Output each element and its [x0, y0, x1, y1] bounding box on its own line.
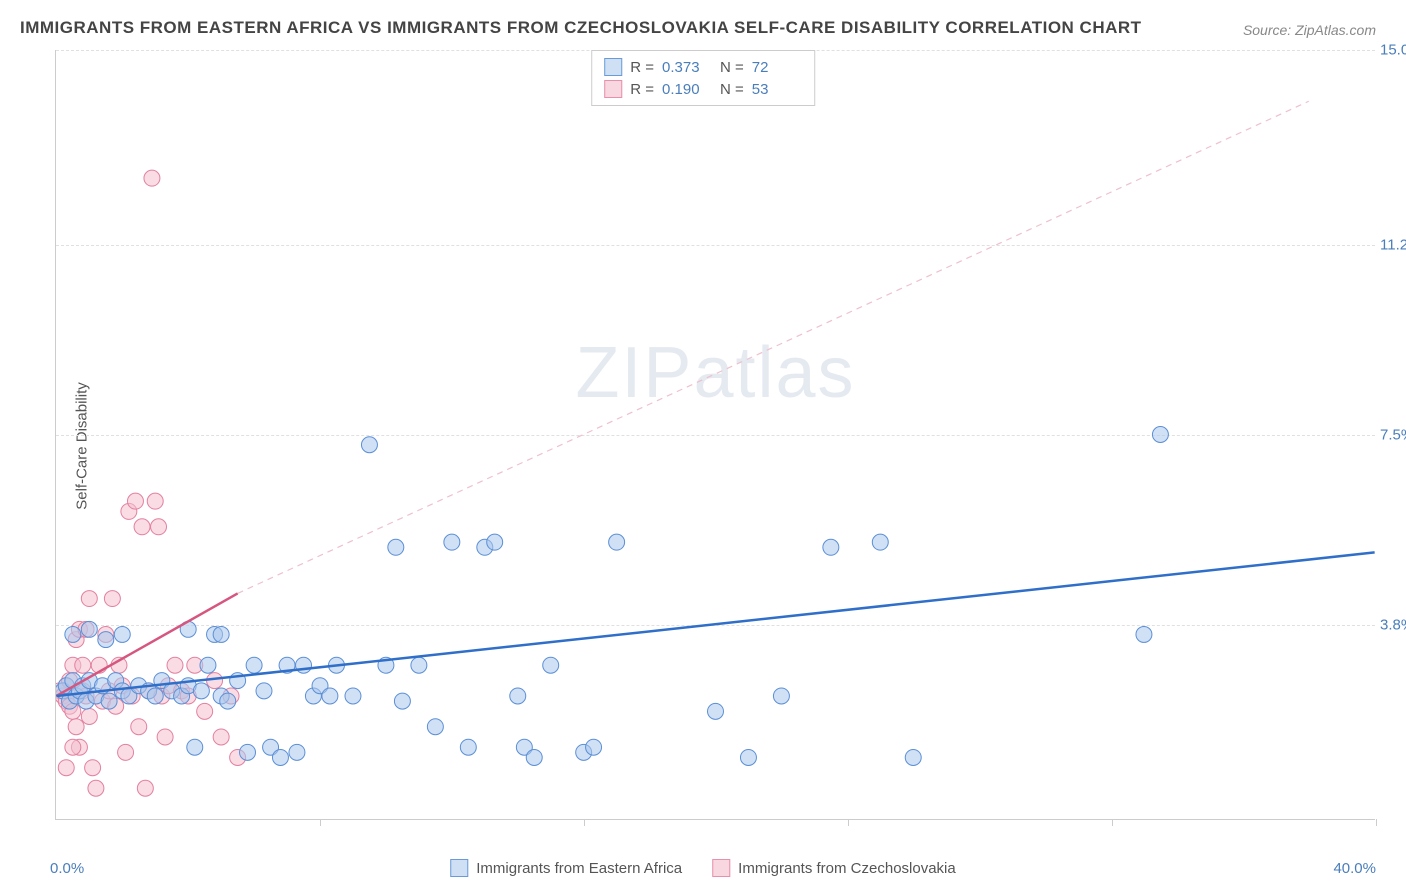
legend-series-label-1: Immigrants from Eastern Africa [476, 860, 682, 877]
x-tick [1376, 819, 1377, 826]
x-tick [584, 819, 585, 826]
legend-stats-row-1: R = 0.373 N = 72 [604, 56, 802, 78]
legend-r-value-2: 0.190 [662, 81, 712, 98]
x-axis-min-label: 0.0% [50, 860, 84, 877]
x-tick [848, 819, 849, 826]
legend-series-item-1: Immigrants from Eastern Africa [450, 859, 682, 877]
source-attribution: Source: ZipAtlas.com [1243, 22, 1376, 38]
x-axis-max-label: 40.0% [1333, 860, 1376, 877]
legend-n-label: N = [720, 81, 744, 98]
swatch-series-2 [604, 80, 622, 98]
legend-series: Immigrants from Eastern Africa Immigrant… [450, 859, 955, 877]
legend-stats: R = 0.373 N = 72 R = 0.190 N = 53 [591, 50, 815, 106]
y-tick-label: 15.0% [1380, 42, 1406, 59]
legend-r-label: R = [630, 81, 654, 98]
x-tick [1112, 819, 1113, 826]
swatch-series-2-bottom [712, 859, 730, 877]
legend-series-item-2: Immigrants from Czechoslovakia [712, 859, 956, 877]
legend-n-label: N = [720, 59, 744, 76]
legend-series-label-2: Immigrants from Czechoslovakia [738, 860, 956, 877]
legend-r-value-1: 0.373 [662, 59, 712, 76]
y-tick-label: 3.8% [1380, 616, 1406, 633]
y-tick-label: 7.5% [1380, 427, 1406, 444]
legend-r-label: R = [630, 59, 654, 76]
plot-area: ZIPatlas 3.8%7.5%11.2%15.0% [55, 50, 1375, 820]
y-tick-label: 11.2% [1380, 237, 1406, 254]
legend-n-value-2: 53 [752, 81, 802, 98]
scatter-svg [56, 50, 1375, 819]
legend-stats-row-2: R = 0.190 N = 53 [604, 78, 802, 100]
swatch-series-1-bottom [450, 859, 468, 877]
legend-n-value-1: 72 [752, 59, 802, 76]
x-tick [320, 819, 321, 826]
chart-title: IMMIGRANTS FROM EASTERN AFRICA VS IMMIGR… [20, 18, 1142, 38]
swatch-series-1 [604, 58, 622, 76]
